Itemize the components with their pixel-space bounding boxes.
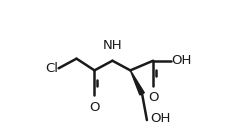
Text: OH: OH <box>150 112 171 125</box>
Text: NH: NH <box>103 39 122 52</box>
Polygon shape <box>130 70 144 95</box>
Text: O: O <box>148 91 158 104</box>
Text: Cl: Cl <box>45 62 58 75</box>
Text: O: O <box>89 101 100 114</box>
Text: OH: OH <box>172 54 192 67</box>
